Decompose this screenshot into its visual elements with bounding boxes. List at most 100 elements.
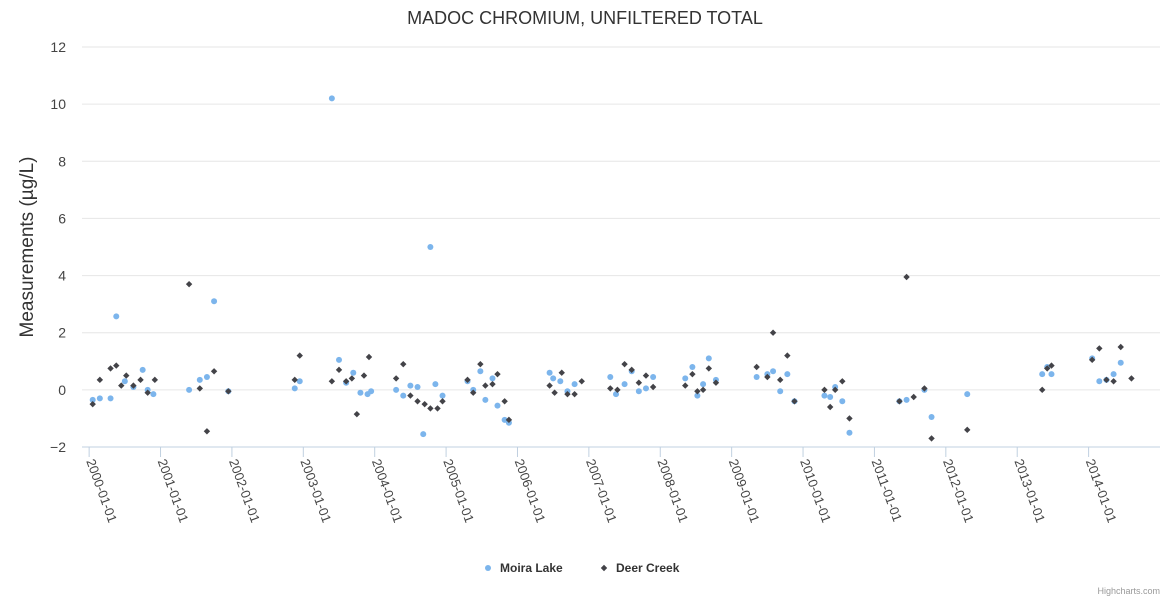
data-point-deer-creek[interactable] [482, 382, 489, 389]
data-point-deer-creek[interactable] [614, 386, 621, 394]
data-point-deer-creek[interactable] [464, 376, 471, 384]
data-point-deer-creek[interactable] [558, 369, 565, 376]
data-point-deer-creek[interactable] [571, 390, 578, 398]
data-point-moira-lake[interactable] [414, 384, 421, 390]
data-point-moira-lake[interactable] [291, 385, 298, 392]
data-point-moira-lake[interactable] [113, 313, 120, 320]
data-point-moira-lake[interactable] [635, 388, 642, 395]
data-point-moira-lake[interactable] [296, 378, 303, 385]
data-point-deer-creek[interactable] [130, 382, 137, 389]
data-point-deer-creek[interactable] [407, 392, 414, 399]
data-point-moira-lake[interactable] [964, 391, 971, 398]
data-point-deer-creek[interactable] [151, 376, 159, 384]
data-point-deer-creek[interactable] [694, 388, 701, 395]
data-point-deer-creek[interactable] [1044, 365, 1051, 372]
data-point-moira-lake[interactable] [839, 398, 846, 405]
data-point-moira-lake[interactable] [928, 414, 935, 420]
data-point-deer-creek[interactable] [113, 362, 120, 369]
data-point-moira-lake[interactable] [546, 369, 553, 376]
data-point-moira-lake[interactable] [196, 376, 203, 383]
data-point-moira-lake[interactable] [784, 371, 791, 378]
data-point-moira-lake[interactable] [121, 378, 128, 385]
data-point-deer-creek[interactable] [203, 428, 211, 435]
data-point-deer-creek[interactable] [291, 376, 298, 384]
data-point-deer-creek[interactable] [421, 400, 428, 408]
data-point-moira-lake[interactable] [139, 366, 146, 373]
data-point-moira-lake[interactable] [336, 356, 343, 363]
data-point-moira-lake[interactable] [203, 374, 210, 380]
data-point-deer-creek[interactable] [392, 375, 400, 382]
data-point-moira-lake[interactable] [393, 386, 400, 393]
data-point-moira-lake[interactable] [150, 391, 157, 398]
data-point-moira-lake[interactable] [550, 375, 557, 382]
data-point-moira-lake[interactable] [368, 388, 375, 395]
data-point-deer-creek[interactable] [1096, 345, 1103, 352]
data-point-deer-creek[interactable] [89, 400, 96, 408]
data-point-moira-lake[interactable] [777, 388, 784, 395]
data-point-moira-lake[interactable] [89, 396, 96, 403]
data-point-deer-creek[interactable] [185, 280, 193, 288]
data-point-moira-lake[interactable] [571, 381, 578, 388]
data-point-moira-lake[interactable] [482, 396, 489, 403]
data-point-moira-lake[interactable] [682, 375, 689, 382]
data-point-deer-creek[interactable] [328, 378, 336, 385]
data-point-deer-creek[interactable] [335, 366, 343, 374]
data-point-moira-lake[interactable] [477, 368, 484, 375]
data-point-deer-creek[interactable] [353, 410, 361, 418]
data-point-moira-lake[interactable] [621, 381, 628, 388]
data-point-deer-creek[interactable] [649, 383, 657, 391]
data-point-deer-creek[interactable] [705, 365, 713, 372]
data-point-moira-lake[interactable] [328, 95, 335, 102]
data-point-deer-creek[interactable] [1128, 375, 1135, 382]
data-point-deer-creek[interactable] [1048, 362, 1055, 369]
data-point-moira-lake[interactable] [432, 381, 439, 388]
data-point-deer-creek[interactable] [348, 375, 356, 382]
data-point-moira-lake[interactable] [350, 369, 357, 376]
data-point-deer-creek[interactable] [400, 360, 407, 368]
data-point-deer-creek[interactable] [621, 360, 628, 368]
data-point-deer-creek[interactable] [225, 388, 232, 395]
data-point-moira-lake[interactable] [557, 378, 564, 385]
data-point-deer-creek[interactable] [831, 386, 839, 394]
data-point-moira-lake[interactable] [700, 381, 707, 388]
data-point-deer-creek[interactable] [494, 370, 501, 378]
data-point-moira-lake[interactable] [705, 355, 712, 362]
legend[interactable]: Moira Lake Deer Creek [485, 561, 680, 575]
data-point-moira-lake[interactable] [1039, 371, 1046, 378]
data-point-deer-creek[interactable] [578, 378, 585, 385]
data-point-deer-creek[interactable] [769, 329, 777, 336]
data-point-moira-lake[interactable] [211, 298, 218, 305]
data-point-deer-creek[interactable] [896, 398, 903, 405]
data-point-deer-creek[interactable] [1110, 378, 1117, 385]
legend-item-moira-lake[interactable]: Moira Lake [485, 561, 563, 575]
data-point-deer-creek[interactable] [689, 370, 696, 378]
data-point-deer-creek[interactable] [699, 386, 707, 394]
data-point-deer-creek[interactable] [489, 380, 496, 388]
data-point-deer-creek[interactable] [903, 273, 910, 281]
data-point-deer-creek[interactable] [477, 360, 484, 368]
data-point-deer-creek[interactable] [642, 372, 650, 379]
data-point-moira-lake[interactable] [96, 395, 103, 402]
data-point-deer-creek[interactable] [210, 368, 218, 375]
data-point-moira-lake[interactable] [846, 429, 853, 436]
data-point-deer-creek[interactable] [107, 365, 114, 372]
data-point-deer-creek[interactable] [296, 352, 303, 359]
data-point-deer-creek[interactable] [928, 435, 935, 442]
data-point-deer-creek[interactable] [712, 379, 720, 386]
data-point-deer-creek[interactable] [137, 376, 144, 384]
data-point-moira-lake[interactable] [400, 392, 407, 399]
data-point-deer-creek[interactable] [784, 352, 791, 359]
data-point-deer-creek[interactable] [360, 372, 368, 379]
data-point-moira-lake[interactable] [407, 382, 414, 389]
data-point-deer-creek[interactable] [414, 398, 421, 405]
data-point-deer-creek[interactable] [365, 353, 373, 361]
data-point-deer-creek[interactable] [846, 415, 853, 422]
data-point-moira-lake[interactable] [1110, 371, 1117, 378]
data-point-moira-lake[interactable] [420, 431, 427, 438]
data-point-deer-creek[interactable] [564, 390, 571, 398]
data-point-deer-creek[interactable] [635, 379, 643, 386]
data-point-moira-lake[interactable] [357, 389, 364, 396]
data-point-deer-creek[interactable] [921, 385, 928, 392]
data-point-deer-creek[interactable] [753, 363, 760, 371]
data-point-moira-lake[interactable] [494, 402, 501, 409]
